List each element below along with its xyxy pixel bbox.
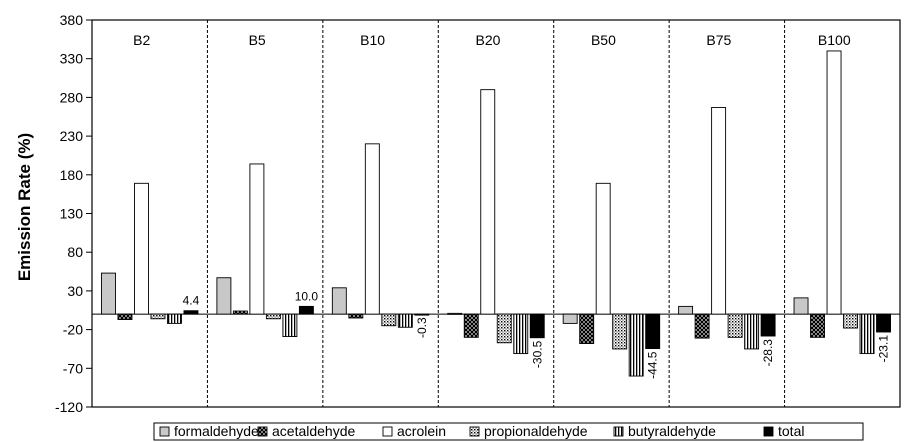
bar-acrolein [364, 143, 380, 315]
bar-propionaldehyde [843, 313, 858, 329]
legend-label: propionaldehyde [484, 423, 588, 439]
y-tick-label: 380 [60, 12, 84, 28]
bar-acetaldehyde [348, 313, 364, 319]
group-label: B50 [591, 32, 616, 48]
legend-swatch-butyraldehyde [613, 426, 624, 437]
group-label: B2 [133, 32, 150, 48]
legend-label: acetaldehyde [272, 423, 356, 439]
y-tick-label: -70 [63, 360, 83, 376]
bar-total [183, 310, 199, 315]
y-tick-label: 80 [67, 244, 83, 260]
bar-formaldehyde [562, 313, 578, 324]
bar-formaldehyde [793, 297, 809, 315]
bar-butyraldehyde [397, 313, 413, 328]
bar-acrolein [595, 182, 611, 315]
bar-total [414, 313, 430, 316]
y-tick-label: 230 [60, 128, 84, 144]
data-label: -28.3 [761, 339, 775, 367]
bar-butyraldehyde [744, 313, 760, 350]
data-label: -44.5 [646, 351, 660, 379]
bar-formaldehyde [447, 312, 463, 315]
bar-propionaldehyde [265, 313, 281, 320]
bar-butyraldehyde [628, 313, 644, 377]
group-label: B75 [706, 32, 731, 48]
bar-propionaldehyde [727, 313, 743, 338]
bar-butyraldehyde [859, 313, 875, 355]
legend: formaldehyde acetaldehyde acrolein propiona… [153, 422, 864, 441]
bar-total [760, 313, 776, 337]
y-tick-label: 280 [60, 89, 84, 105]
bar-acrolein [134, 182, 149, 315]
legend-label: total [778, 423, 804, 439]
group-label: B5 [249, 32, 266, 48]
legend-box [153, 422, 864, 441]
legend-swatch-propionaldehyde [469, 426, 480, 437]
y-tick-label: 330 [60, 51, 84, 67]
y-tick-label: 130 [60, 206, 84, 222]
bar-acrolein [826, 50, 842, 315]
bar-acrolein [480, 89, 496, 315]
bar-formaldehyde [216, 277, 232, 315]
bar-propionaldehyde [496, 313, 512, 344]
bar-butyraldehyde [167, 313, 182, 324]
bar-acetaldehyde [232, 310, 248, 315]
y-tick-label: 30 [67, 283, 83, 299]
legend-label: butyraldehyde [628, 423, 716, 439]
legend-swatch-formaldehyde [159, 426, 170, 437]
y-tick-label: -20 [63, 322, 83, 338]
group-label: B20 [476, 32, 501, 48]
data-label: 4.4 [183, 294, 200, 308]
legend-swatch-acetaldehyde [257, 426, 268, 437]
bar-propionaldehyde [381, 313, 397, 327]
bar-acetaldehyde [694, 313, 710, 339]
bar-total [529, 313, 545, 339]
bar-acrolein [711, 107, 727, 315]
bar-acetaldehyde [810, 313, 825, 338]
legend-swatch-total [763, 426, 774, 437]
group-label: B100 [818, 32, 851, 48]
bar-total [876, 313, 891, 333]
y-tick-label: 180 [60, 167, 84, 183]
bar-formaldehyde [678, 305, 694, 315]
bar-acetaldehyde [579, 313, 595, 344]
data-label: 10.0 [295, 289, 319, 303]
y-axis-label: Emission Rate (%) [15, 133, 34, 281]
bar-formaldehyde [331, 287, 347, 315]
bar-formaldehyde [101, 272, 116, 315]
bar-total [298, 305, 314, 315]
bar-propionaldehyde [612, 313, 628, 350]
bar-propionaldehyde [150, 313, 166, 320]
legend-label: formaldehyde [174, 423, 259, 439]
legend-swatch-acrolein [382, 426, 393, 437]
bar-acetaldehyde [463, 313, 479, 338]
bar-acrolein [249, 163, 265, 315]
bar-butyraldehyde [282, 313, 298, 338]
bar-butyraldehyde [513, 313, 529, 355]
plot-border [91, 19, 901, 408]
data-label: -0.3 [415, 317, 429, 338]
legend-label: acrolein [397, 423, 446, 439]
data-label: -30.5 [530, 340, 544, 368]
group-label: B10 [360, 32, 385, 48]
plot-area: -120 -70 -20 30 80 130 180 230 280 330 380 B2 4.4 B5 1… [55, 12, 901, 415]
y-tick-label: -120 [55, 399, 83, 415]
data-label: -23.1 [877, 335, 891, 363]
bar-total [645, 313, 661, 350]
bar-acetaldehyde [117, 313, 133, 320]
